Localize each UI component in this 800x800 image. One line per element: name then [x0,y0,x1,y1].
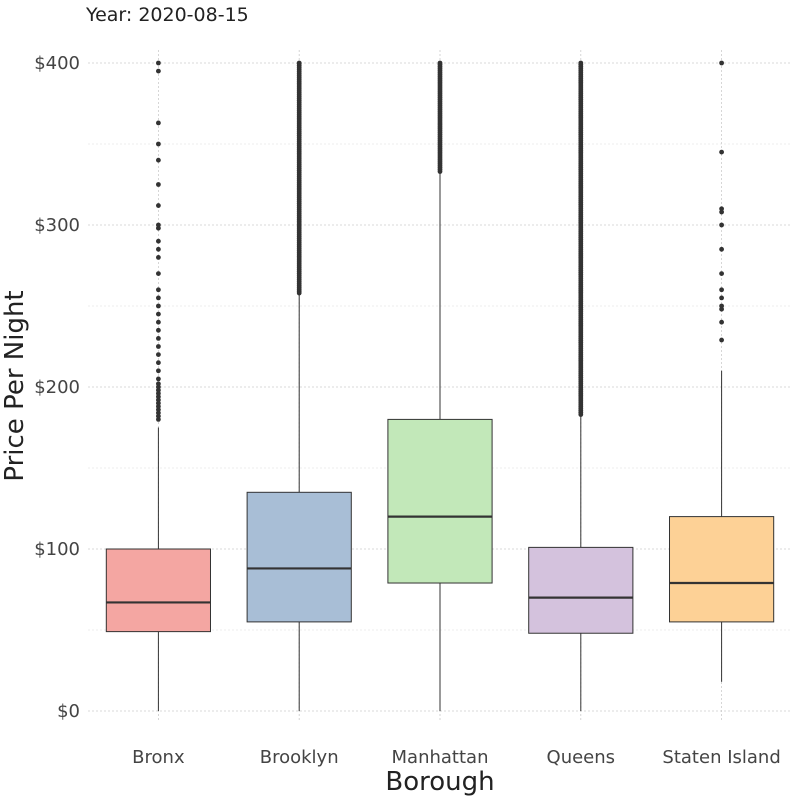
y-tick-label: $200 [34,377,80,398]
box-brooklyn [246,60,352,711]
outlier-point [719,303,724,309]
outlier-point [156,295,161,301]
iqr-box [105,548,211,633]
outlier-point [156,182,161,187]
outlier-point [578,60,584,66]
outlier-point [156,360,161,366]
iqr-box [528,546,634,634]
outlier-point [156,141,161,147]
iqr-box [669,516,775,623]
outlier-point [719,287,724,293]
outlier-point [156,255,161,260]
x-tick-label: Manhattan [392,747,489,768]
outlier-point [719,149,724,155]
y-tick-label: $0 [57,701,80,722]
outlier-point [156,222,161,228]
y-axis-ticks: $0 $100 $200 $300 $400 [34,53,80,722]
outlier-point [156,303,161,309]
outlier-point [156,120,161,126]
outlier-point [156,68,161,74]
outlier-point [437,60,443,66]
iqr-box [246,491,352,623]
outlier-point [156,287,161,293]
box-queens [528,60,634,711]
iqr-box [387,418,493,584]
box-bronx [105,60,211,711]
outlier-point [719,206,724,212]
y-tick-label: $400 [34,53,80,74]
y-axis-title: Price Per Night [0,290,30,481]
x-tick-label: Brooklyn [260,747,339,768]
outlier-point [156,327,161,333]
outlier-point [719,60,724,66]
x-axis-ticks: Bronx Brooklyn Manhattan Queens Staten Islan… [132,747,781,768]
outlier-point [156,157,161,163]
outlier-point [156,344,161,349]
x-tick-label: Staten Island [662,747,780,768]
outlier-point [719,337,724,343]
outlier-point [156,376,161,382]
outlier-point [156,336,161,341]
outlier-point [156,203,161,208]
chart-title: Year: 2020-08-15 [85,4,249,26]
outlier-point [156,368,161,374]
box-staten-island [669,60,775,682]
outlier-point [719,295,724,301]
outlier-point [156,238,161,244]
outlier-point [156,246,161,252]
outlier-point [719,222,724,228]
box-series [105,60,775,711]
outlier-point [156,352,161,357]
x-axis-title: Borough [385,767,494,797]
y-tick-label: $300 [34,215,80,236]
outlier-point [156,60,161,66]
outlier-point [156,319,161,325]
outlier-point [719,271,724,276]
outlier-point [296,60,302,66]
outlier-point [156,381,161,387]
outlier-point [719,246,724,252]
y-tick-label: $100 [34,539,80,560]
x-tick-label: Queens [547,747,616,768]
outlier-point [156,311,161,317]
x-tick-label: Bronx [132,747,185,768]
outlier-point [156,271,161,276]
box-manhattan [387,60,493,711]
outlier-point [719,319,724,325]
